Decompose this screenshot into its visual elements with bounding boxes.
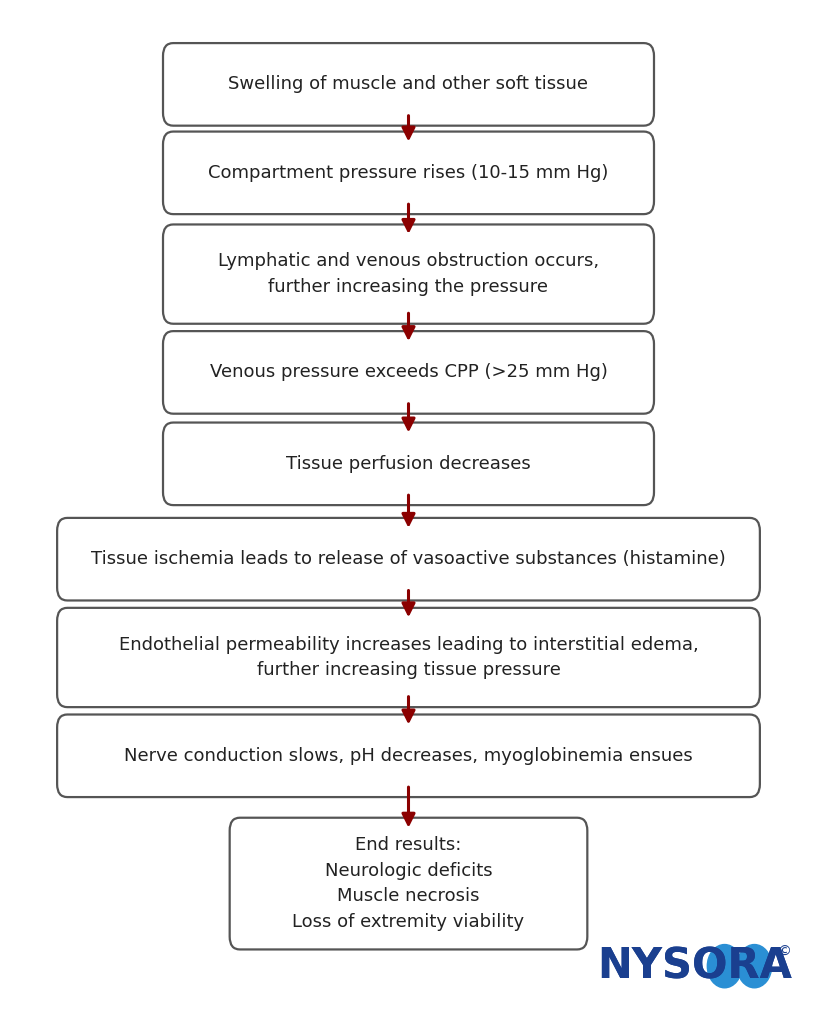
FancyBboxPatch shape — [57, 608, 760, 708]
FancyBboxPatch shape — [230, 818, 587, 949]
Text: Venous pressure exceeds CPP (>25 mm Hg): Venous pressure exceeds CPP (>25 mm Hg) — [210, 364, 607, 381]
Text: Tissue perfusion decreases: Tissue perfusion decreases — [286, 455, 531, 473]
Text: NYSORA: NYSORA — [597, 945, 792, 987]
Text: Lymphatic and venous obstruction occurs,
further increasing the pressure: Lymphatic and venous obstruction occurs,… — [218, 252, 599, 296]
FancyBboxPatch shape — [163, 131, 654, 214]
Text: Swelling of muscle and other soft tissue: Swelling of muscle and other soft tissue — [229, 76, 588, 93]
Text: End results:
Neurologic deficits
Muscle necrosis
Loss of extremity viability: End results: Neurologic deficits Muscle … — [292, 836, 525, 931]
Text: Endothelial permeability increases leading to interstitial edema,
further increa: Endothelial permeability increases leadi… — [118, 636, 699, 679]
FancyBboxPatch shape — [163, 43, 654, 126]
Circle shape — [737, 944, 771, 988]
FancyBboxPatch shape — [57, 518, 760, 600]
FancyBboxPatch shape — [163, 331, 654, 414]
Text: Nerve conduction slows, pH decreases, myoglobinemia ensues: Nerve conduction slows, pH decreases, my… — [124, 746, 693, 765]
Text: Compartment pressure rises (10-15 mm Hg): Compartment pressure rises (10-15 mm Hg) — [208, 164, 609, 182]
FancyBboxPatch shape — [163, 423, 654, 505]
FancyBboxPatch shape — [57, 715, 760, 797]
Text: ©: © — [777, 944, 791, 958]
Circle shape — [708, 944, 742, 988]
FancyBboxPatch shape — [163, 224, 654, 324]
Text: NYSORA: NYSORA — [597, 945, 792, 987]
Text: Tissue ischemia leads to release of vasoactive substances (histamine): Tissue ischemia leads to release of vaso… — [92, 550, 725, 568]
